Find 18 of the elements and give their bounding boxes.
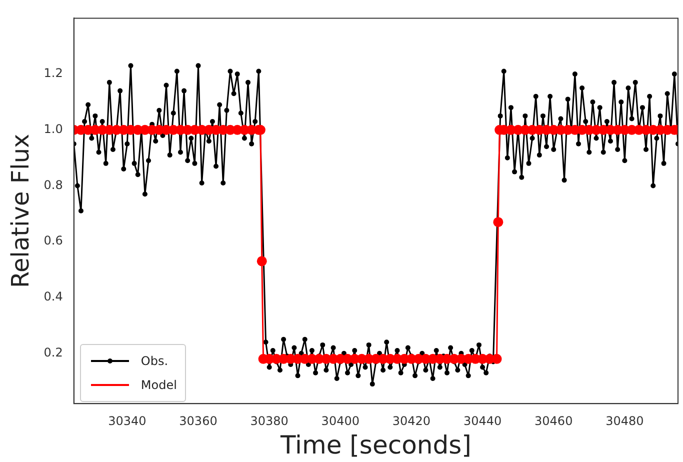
y-tick-label: 1.2 xyxy=(44,66,63,80)
x-tick-label: 30480 xyxy=(606,414,644,428)
y-tick-label: 0.4 xyxy=(44,290,63,304)
y-tick-label: 0.2 xyxy=(44,345,63,360)
x-axis-title: Time [seconds] xyxy=(280,430,472,460)
legend-label: Model xyxy=(140,378,177,392)
y-axis-title: Relative Flux xyxy=(6,134,35,288)
y-tick-label: 1.0 xyxy=(44,122,63,136)
legend-label: Obs. xyxy=(140,354,168,368)
x-tick-label: 30380 xyxy=(250,414,288,428)
x-tick-label: 30360 xyxy=(179,414,218,428)
x-tick-label: 30460 xyxy=(534,414,573,428)
x-tick-label: 30340 xyxy=(108,414,146,428)
x-tick-label: 30420 xyxy=(392,414,431,428)
y-tick-label: 0.6 xyxy=(44,234,63,248)
y-tick-label: 0.8 xyxy=(44,178,63,192)
x-tick-label: 30400 xyxy=(321,414,360,428)
x-tick-label: 30440 xyxy=(463,414,502,428)
